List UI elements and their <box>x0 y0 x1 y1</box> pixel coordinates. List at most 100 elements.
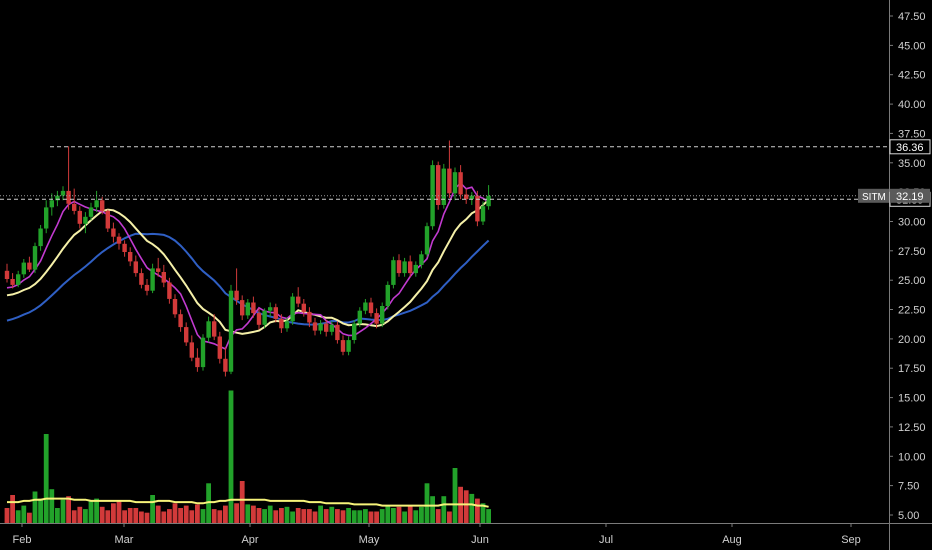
price-tick-label: 22.50 <box>898 305 926 317</box>
candle-body <box>83 216 88 224</box>
volume-bar <box>77 506 83 523</box>
candle-body <box>133 261 138 274</box>
volume-bar <box>363 509 368 523</box>
candle-body <box>212 321 217 337</box>
candle-body <box>307 311 312 323</box>
volume-bar <box>279 508 284 523</box>
volume-bar <box>105 510 111 523</box>
volume-bar <box>133 508 139 523</box>
volume-bar <box>290 511 295 523</box>
time-tick-label: Mar <box>115 534 134 546</box>
candle-body <box>4 270 10 279</box>
price-tick-label: 35.00 <box>898 158 926 170</box>
candle-body <box>357 310 362 324</box>
volume-bar <box>211 509 217 523</box>
volume-bar <box>318 505 323 523</box>
price-tick-label: 47.50 <box>898 11 926 23</box>
candle-body <box>128 252 133 262</box>
candle-body <box>408 261 413 274</box>
candle-body <box>184 327 189 343</box>
candle-body <box>368 302 374 314</box>
price-levels <box>0 146 889 200</box>
candle-body <box>49 200 54 208</box>
volume-bar <box>463 490 469 523</box>
candle-body <box>318 323 323 331</box>
candle-body <box>27 262 32 270</box>
time-axis: Feb Mar Apr May Jun Jul Aug Sep <box>13 523 861 546</box>
candle-body <box>424 226 430 255</box>
volume-bar <box>301 509 307 523</box>
volume-bar <box>435 509 441 523</box>
candle-body <box>396 260 402 274</box>
volume-bar <box>402 511 407 523</box>
volume-bar <box>71 510 77 523</box>
candle-body <box>32 246 38 270</box>
volume-bar <box>167 509 172 523</box>
candle-body <box>256 313 262 325</box>
volume-bar <box>351 510 357 523</box>
candle-body <box>436 165 441 205</box>
candle-body <box>335 324 340 341</box>
volume-bar <box>335 509 340 523</box>
candle-body <box>206 321 211 338</box>
candle-body <box>419 254 424 265</box>
candle-body <box>60 190 66 196</box>
candle-body <box>447 168 452 194</box>
candle-body <box>150 268 155 291</box>
volume-bar <box>21 505 27 523</box>
candle-body <box>452 172 458 194</box>
candle-body <box>464 194 469 200</box>
price-tick-label: 5.00 <box>898 510 919 522</box>
candle-body <box>94 200 99 208</box>
time-tick-label: Jul <box>599 534 613 546</box>
time-tick-label: Apr <box>241 534 258 546</box>
volume-moving-average <box>7 497 489 508</box>
candle-body <box>167 282 172 299</box>
candle-body <box>72 203 77 211</box>
candle-body <box>38 228 43 247</box>
price-markers: 36.3631.89SITM32.19 <box>858 139 931 207</box>
resistance-price-box <box>889 139 931 155</box>
volume-bar <box>94 498 99 523</box>
volume-bar <box>368 511 374 523</box>
candle-body <box>217 336 222 359</box>
volume-bar <box>469 493 475 523</box>
last-price-box <box>890 188 930 203</box>
volume-bar <box>239 481 245 523</box>
volume-bar <box>323 509 329 523</box>
volume-bar <box>284 506 290 523</box>
volume-bar <box>424 483 430 523</box>
time-tick-label: Feb <box>13 534 32 546</box>
candle-body <box>458 172 463 195</box>
price-tick-label: 20.00 <box>898 334 926 346</box>
candle-body <box>385 284 390 306</box>
volume-bar <box>379 509 385 523</box>
candle-body <box>469 195 474 200</box>
candle-body <box>346 340 351 352</box>
candle-body <box>441 168 446 205</box>
candle-body <box>44 207 49 229</box>
volume-bar <box>66 496 71 523</box>
volume-bar <box>4 508 10 523</box>
candle-body <box>329 324 334 332</box>
candle-body <box>228 290 234 372</box>
volume-bar <box>475 498 480 523</box>
volume-bar <box>256 508 262 523</box>
volume-bar <box>346 508 351 523</box>
volume-bar <box>189 510 195 523</box>
candle-body <box>402 261 407 274</box>
candle-body <box>273 307 278 319</box>
volume-bar <box>15 510 21 523</box>
candle-body <box>413 264 418 274</box>
candle-body <box>363 302 368 311</box>
candle-body <box>100 200 105 211</box>
candle-body <box>352 323 357 340</box>
price-tick-label: 37.50 <box>898 128 926 140</box>
candle-body <box>296 296 301 304</box>
volume-bar <box>430 496 435 523</box>
price-tick-label: 45.00 <box>898 40 926 52</box>
candle-body <box>172 299 178 315</box>
volume-bar <box>150 495 155 523</box>
